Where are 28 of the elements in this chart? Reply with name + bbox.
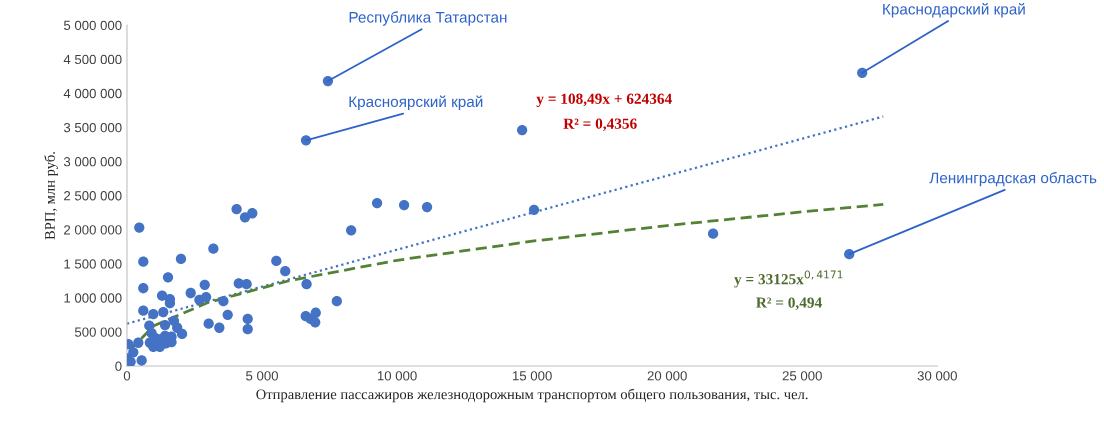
annotation: R² = 0,4356 — [563, 118, 637, 132]
x-tick-label: 0 — [123, 371, 131, 381]
y-tick-label: 4 000 000 — [63, 88, 122, 99]
y-tick-label: 3 500 000 — [63, 122, 122, 133]
y-tick-label: 2 000 000 — [64, 225, 122, 235]
y-tick-label: 0 — [115, 361, 122, 371]
y-tick-label: 500 000 — [74, 327, 122, 337]
y-tick-label: 5 000 000 — [63, 20, 122, 31]
annotation: Республика Татарстан — [349, 11, 507, 26]
annotation: Краснодарский край — [883, 3, 1025, 18]
annotation: y = 108,49x + 624364 — [536, 93, 672, 108]
annotation: Красноярский край — [349, 95, 483, 111]
y-tick-label: 4 500 000 — [63, 54, 122, 65]
y-axis-title: ВРП, млн руб. — [44, 152, 58, 240]
x-tick-label: 20 000 — [647, 371, 687, 381]
annotation: Ленинградская область — [929, 171, 1097, 187]
annotation: R² = 0,494 — [756, 297, 822, 310]
x-axis-title: Отправление пассажиров железнодорожным транспортом общего пользования, тыс. чел. — [256, 388, 808, 403]
y-tick-label: 3 000 000 — [63, 157, 122, 167]
y-tick-label: 1 000 000 — [64, 293, 122, 303]
x-tick-label: 15 000 — [512, 371, 552, 381]
y-tick-label: 2 500 000 — [64, 191, 122, 201]
x-tick-label: 25 000 — [782, 371, 822, 381]
x-tick-label: 30 000 — [917, 371, 957, 381]
y-tick-label: 1 500 000 — [64, 259, 122, 269]
annotation: y = 33125x$^{0,4171}$ — [734, 270, 843, 288]
x-tick-label: 5 000 — [246, 371, 279, 381]
x-tick-label: 10 000 — [377, 371, 417, 381]
